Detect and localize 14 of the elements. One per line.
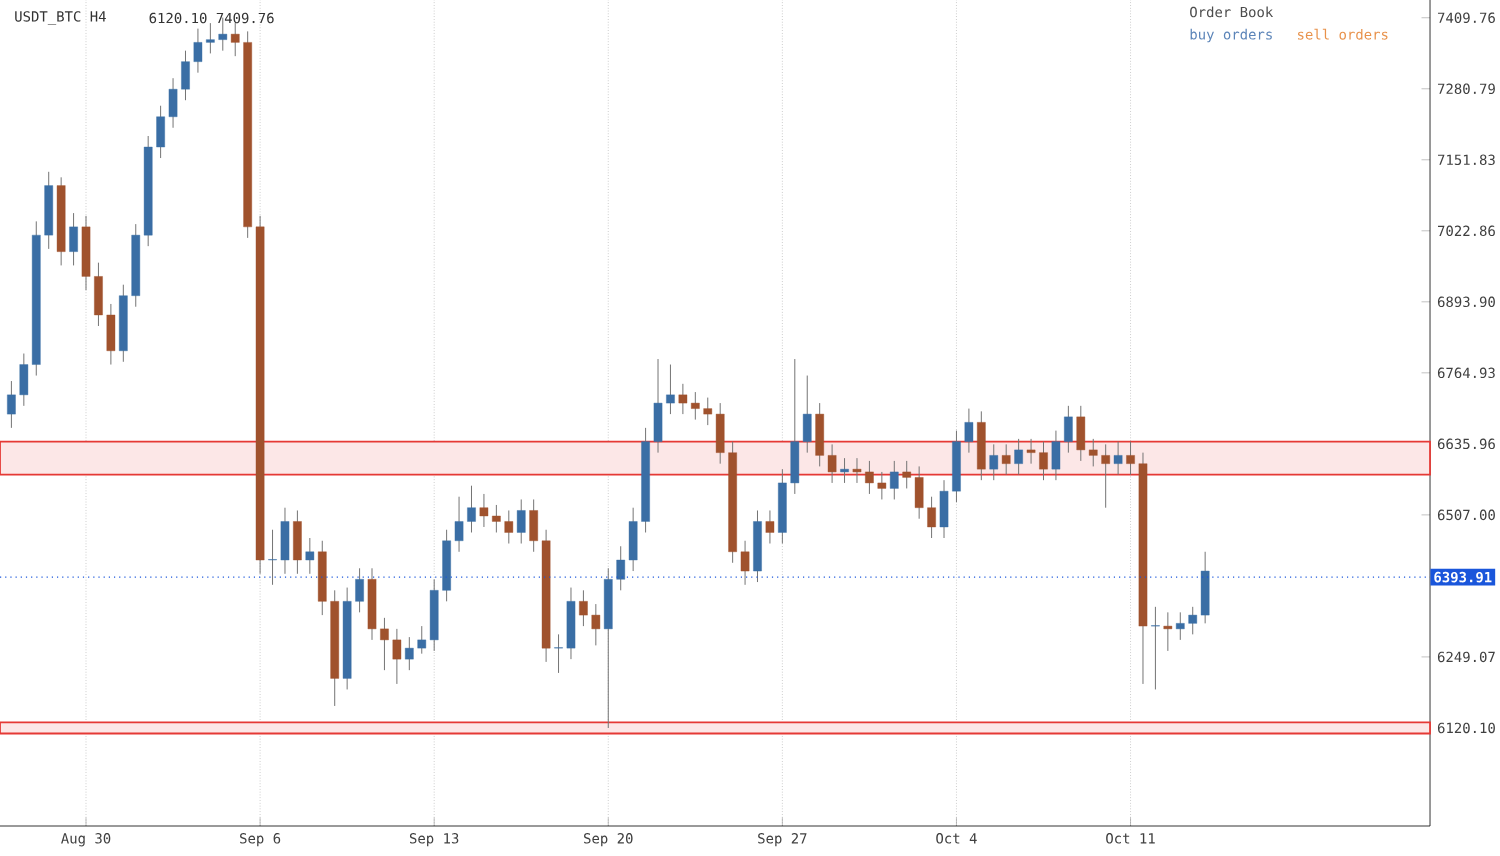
candlestick [293,509,302,575]
candlestick [765,509,775,545]
candlestick [69,212,78,266]
candlestick [889,460,899,500]
candlestick [840,457,849,484]
candlestick [1163,611,1173,652]
candlestick [1001,443,1011,476]
candlestick [1113,441,1123,476]
candlestick [305,537,315,575]
candlestick [1014,438,1023,476]
candlestick [977,410,986,481]
candlestick [1151,606,1160,690]
candlestick [516,498,526,545]
candlestick [989,443,999,481]
